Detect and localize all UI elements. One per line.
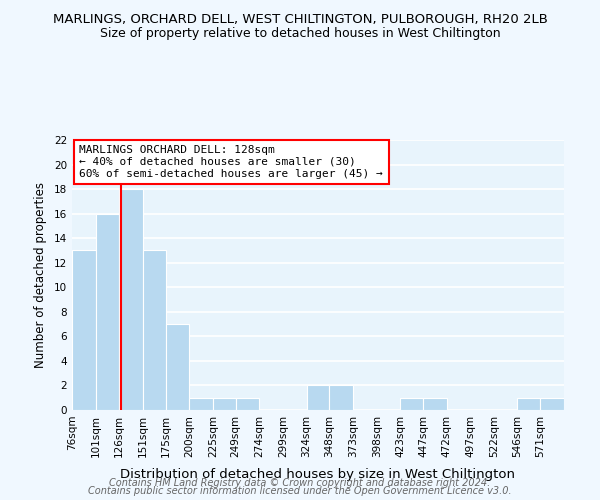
Bar bbox=[307, 386, 329, 410]
Bar bbox=[166, 324, 190, 410]
Bar bbox=[95, 214, 119, 410]
Bar bbox=[329, 386, 353, 410]
Bar bbox=[517, 398, 541, 410]
Text: MARLINGS, ORCHARD DELL, WEST CHILTINGTON, PULBOROUGH, RH20 2LB: MARLINGS, ORCHARD DELL, WEST CHILTINGTON… bbox=[53, 12, 547, 26]
Text: Contains HM Land Registry data © Crown copyright and database right 2024.: Contains HM Land Registry data © Crown c… bbox=[109, 478, 491, 488]
Bar bbox=[190, 398, 213, 410]
Bar bbox=[541, 398, 564, 410]
Bar bbox=[119, 189, 143, 410]
X-axis label: Distribution of detached houses by size in West Chiltington: Distribution of detached houses by size … bbox=[121, 468, 515, 481]
Bar bbox=[72, 250, 95, 410]
Bar bbox=[400, 398, 423, 410]
Bar bbox=[143, 250, 166, 410]
Text: MARLINGS ORCHARD DELL: 128sqm
← 40% of detached houses are smaller (30)
60% of s: MARLINGS ORCHARD DELL: 128sqm ← 40% of d… bbox=[79, 146, 383, 178]
Bar bbox=[236, 398, 259, 410]
Bar bbox=[213, 398, 236, 410]
Text: Size of property relative to detached houses in West Chiltington: Size of property relative to detached ho… bbox=[100, 28, 500, 40]
Y-axis label: Number of detached properties: Number of detached properties bbox=[34, 182, 47, 368]
Bar bbox=[423, 398, 446, 410]
Text: Contains public sector information licensed under the Open Government Licence v3: Contains public sector information licen… bbox=[88, 486, 512, 496]
